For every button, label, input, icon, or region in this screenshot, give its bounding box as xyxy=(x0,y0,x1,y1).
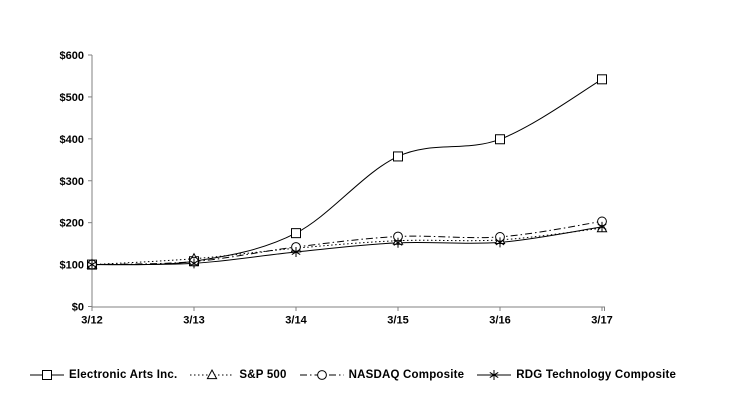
square-marker-shape xyxy=(495,134,505,145)
asterisk-marker xyxy=(495,237,505,248)
legend-sample-circle xyxy=(299,370,344,380)
chart-legend: Electronic Arts Inc. S&P 500 NASDAQ Compos… xyxy=(30,368,730,382)
legend-sample-asterisk xyxy=(477,370,512,380)
square-marker xyxy=(393,151,403,162)
square-marker xyxy=(291,228,301,239)
x-tick-label: 3/13 xyxy=(183,315,204,327)
series-4-line-group xyxy=(91,226,603,266)
square-marker-shape xyxy=(291,228,301,239)
square-marker xyxy=(597,74,607,85)
legend-marker-square xyxy=(42,370,52,380)
series-line xyxy=(91,227,603,266)
asterisk-spoke xyxy=(597,223,607,230)
series-2-markers xyxy=(86,222,608,269)
legend-sample-triangle xyxy=(190,368,235,380)
y-tick-label: $500 xyxy=(60,92,84,104)
series-3-line-group xyxy=(91,220,603,266)
legend-sample-square xyxy=(30,370,64,380)
legend-marker-triangle xyxy=(206,368,218,380)
legend-item-rdg-technology-composite: RDG Technology Composite xyxy=(477,368,676,382)
triangle-marker-shape xyxy=(206,368,218,380)
asterisk-spoke xyxy=(393,239,403,246)
series-line xyxy=(91,78,603,266)
legend-marker-asterisk xyxy=(489,370,499,380)
square-marker-shape xyxy=(42,370,52,380)
y-tick-label: $600 xyxy=(60,50,84,62)
asterisk-marker xyxy=(393,237,403,248)
legend-item-s-p-500: S&P 500 xyxy=(190,368,286,382)
y-tick-label: $200 xyxy=(60,218,84,230)
series-3-markers xyxy=(87,216,607,270)
series-1-markers xyxy=(87,74,607,270)
y-tick-label: $100 xyxy=(60,260,84,272)
x-tick-label: 3/12 xyxy=(81,315,102,327)
square-marker xyxy=(495,134,505,145)
asterisk-spoke xyxy=(489,371,499,379)
x-tick-label: 3/17 xyxy=(591,315,612,327)
y-tick-label: $0 xyxy=(72,302,84,314)
asterisk-spoke xyxy=(189,260,199,267)
legend-item-electronic-arts-inc: Electronic Arts Inc. xyxy=(30,368,177,382)
asterisk-marker xyxy=(189,258,199,269)
asterisk-spoke xyxy=(87,261,97,268)
series-line xyxy=(91,220,603,266)
series-line xyxy=(91,226,603,266)
series-1-line-group xyxy=(91,78,603,266)
asterisk-spoke xyxy=(291,248,301,256)
x-tick-label: 3/15 xyxy=(387,315,408,327)
square-marker-shape xyxy=(393,151,403,162)
legend-label: Electronic Arts Inc. xyxy=(69,369,178,381)
x-tick-label: 3/16 xyxy=(489,315,510,327)
legend-label: RDG Technology Composite xyxy=(516,369,677,381)
y-tick-label: $300 xyxy=(60,176,84,188)
legend-label: NASDAQ Composite xyxy=(348,369,465,381)
legend-label: S&P 500 xyxy=(239,369,287,381)
asterisk-marker xyxy=(291,247,301,258)
plot-area: $0 $100 $200 $300 $400 $500 $600 3/12 3/13 3/14 3/… xyxy=(60,50,613,327)
asterisk-marker xyxy=(597,221,607,232)
series-4-markers xyxy=(87,221,607,270)
asterisk-spoke xyxy=(495,239,505,246)
x-tick-label: 3/14 xyxy=(285,315,307,327)
circle-marker-shape xyxy=(316,370,327,380)
asterisk-marker xyxy=(87,259,97,270)
y-tick-label: $400 xyxy=(60,134,84,146)
square-marker-shape xyxy=(597,74,607,85)
legend-marker-circle xyxy=(316,370,327,380)
series-2-line-group xyxy=(91,227,603,266)
legend-item-nasdaq-composite: NASDAQ Composite xyxy=(299,368,465,382)
